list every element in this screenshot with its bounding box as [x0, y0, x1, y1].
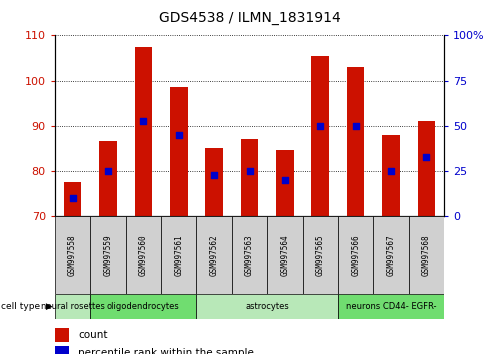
- FancyBboxPatch shape: [90, 216, 126, 294]
- Bar: [99, 142, 117, 216]
- Text: GSM997567: GSM997567: [387, 234, 396, 276]
- FancyBboxPatch shape: [373, 216, 409, 294]
- Text: percentile rank within the sample: percentile rank within the sample: [78, 348, 254, 354]
- Point: [210, 172, 218, 178]
- Text: GSM997563: GSM997563: [245, 234, 254, 276]
- Bar: [418, 121, 435, 216]
- FancyBboxPatch shape: [267, 216, 302, 294]
- Point: [387, 168, 395, 174]
- Text: neural rosettes: neural rosettes: [40, 302, 104, 311]
- FancyBboxPatch shape: [55, 294, 90, 319]
- Bar: [170, 87, 188, 216]
- FancyBboxPatch shape: [90, 294, 197, 319]
- Bar: [64, 182, 81, 216]
- Text: GSM997562: GSM997562: [210, 234, 219, 276]
- FancyBboxPatch shape: [409, 216, 444, 294]
- Bar: [205, 148, 223, 216]
- Bar: [311, 56, 329, 216]
- Bar: [347, 67, 364, 216]
- Point: [281, 177, 289, 183]
- FancyBboxPatch shape: [302, 216, 338, 294]
- Text: GSM997566: GSM997566: [351, 234, 360, 276]
- FancyBboxPatch shape: [338, 294, 444, 319]
- Text: GSM997568: GSM997568: [422, 234, 431, 276]
- Text: GDS4538 / ILMN_1831914: GDS4538 / ILMN_1831914: [159, 11, 340, 25]
- FancyBboxPatch shape: [232, 216, 267, 294]
- FancyBboxPatch shape: [197, 294, 338, 319]
- FancyBboxPatch shape: [338, 216, 373, 294]
- Point: [139, 118, 147, 124]
- Bar: [241, 139, 258, 216]
- Text: GSM997559: GSM997559: [103, 234, 112, 276]
- Point: [104, 168, 112, 174]
- Point: [68, 195, 76, 201]
- Point: [352, 123, 360, 129]
- Bar: [55, 328, 68, 342]
- Point: [246, 168, 253, 174]
- FancyBboxPatch shape: [55, 216, 90, 294]
- Bar: [135, 47, 152, 216]
- Text: GSM997564: GSM997564: [280, 234, 289, 276]
- Point: [423, 154, 431, 160]
- Bar: [382, 135, 400, 216]
- Text: astrocytes: astrocytes: [246, 302, 289, 311]
- FancyBboxPatch shape: [197, 216, 232, 294]
- Text: GSM997558: GSM997558: [68, 234, 77, 276]
- Text: cell type  ▶: cell type ▶: [0, 302, 52, 311]
- Bar: [276, 150, 294, 216]
- Text: oligodendrocytes: oligodendrocytes: [107, 302, 180, 311]
- Text: GSM997560: GSM997560: [139, 234, 148, 276]
- Text: GSM997565: GSM997565: [316, 234, 325, 276]
- FancyBboxPatch shape: [126, 216, 161, 294]
- Text: neurons CD44- EGFR-: neurons CD44- EGFR-: [346, 302, 436, 311]
- Text: GSM997561: GSM997561: [174, 234, 183, 276]
- Text: count: count: [78, 330, 108, 340]
- Point: [175, 132, 183, 138]
- Bar: [55, 346, 68, 354]
- FancyBboxPatch shape: [161, 216, 197, 294]
- Point: [316, 123, 324, 129]
